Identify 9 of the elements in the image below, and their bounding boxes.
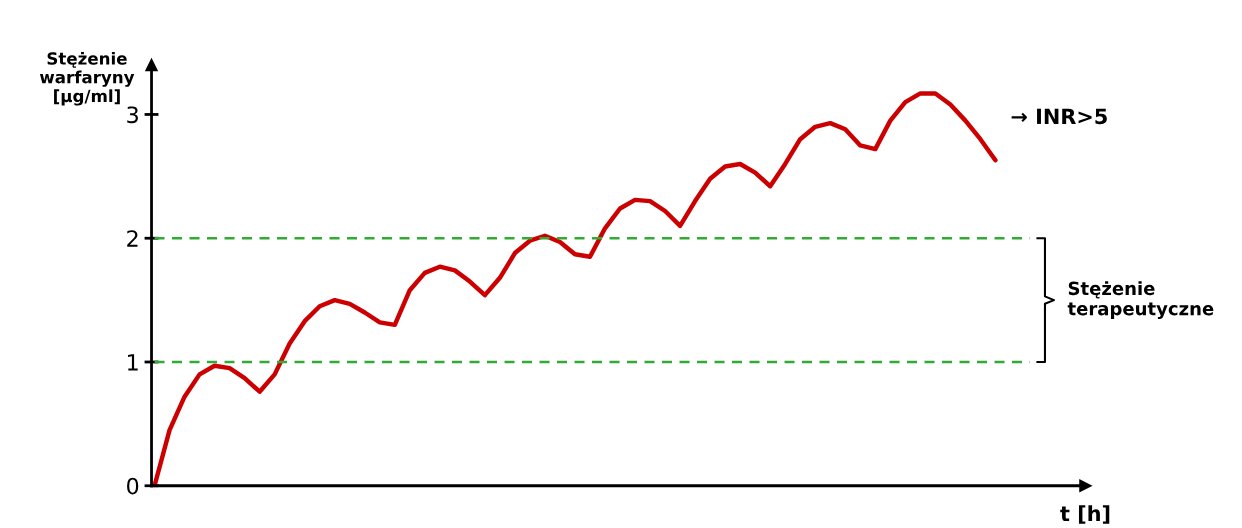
y-tick-label: 1 xyxy=(128,354,138,371)
y-axis-title: Stężenie warfaryny [µg/ml] xyxy=(39,51,135,106)
y-tick-label: 2 xyxy=(127,230,138,247)
x-axis-title: t [h] xyxy=(1060,505,1110,524)
text: → INR>5 xyxy=(1011,108,1107,125)
y-tick-label: 3 xyxy=(127,106,138,124)
y-tick-label: 0 xyxy=(127,477,139,495)
line-series xyxy=(152,91,998,486)
text: Stężenie terapeutyczne xyxy=(1067,281,1214,320)
